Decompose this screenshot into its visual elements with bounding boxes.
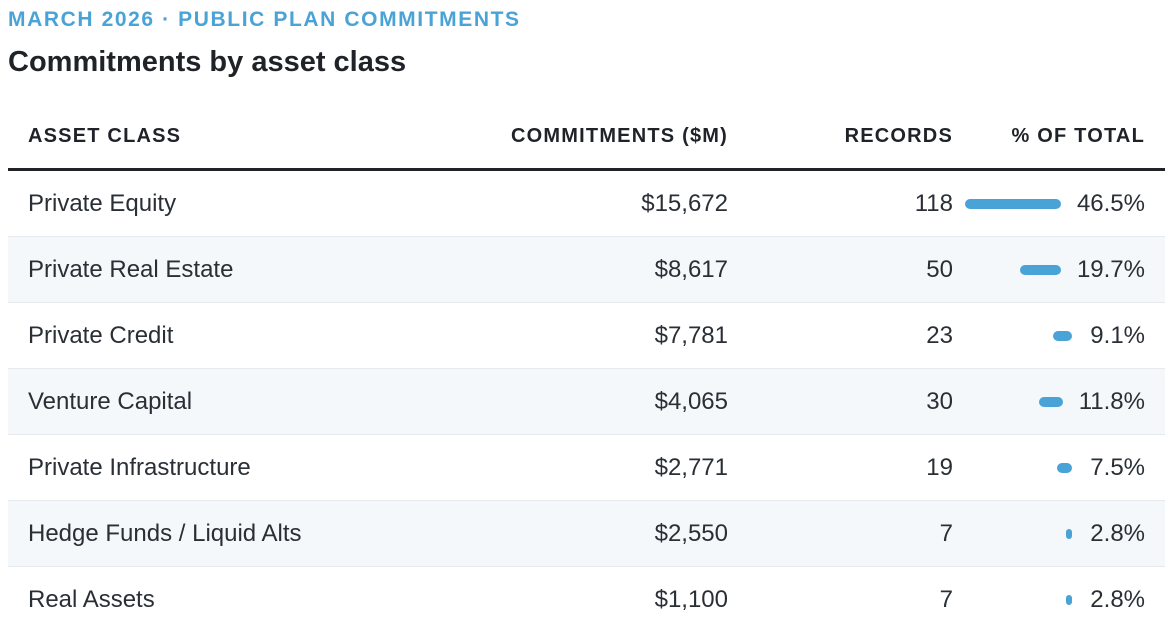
cell-commitments: $1,100: [408, 566, 748, 632]
percent-cell-content: 2.8%: [993, 586, 1145, 614]
cell-asset-class: Hedge Funds / Liquid Alts: [8, 500, 408, 567]
cell-percent-of-total: 46.5%: [964, 169, 1165, 237]
column-header-percent-of-total[interactable]: % OF TOTAL: [973, 104, 1165, 171]
cell-asset-class: Real Assets: [8, 566, 408, 632]
table-body: Private Equity $15,672 118 46.5% Private Rea…: [8, 169, 1165, 632]
column-header-records[interactable]: RECORDS: [748, 104, 973, 171]
table-row[interactable]: Venture Capital $4,065 30 11.8%: [8, 368, 1165, 435]
cell-records: 7: [748, 500, 973, 567]
cell-commitments: $2,771: [408, 434, 748, 501]
table-row[interactable]: Private Infrastructure $2,771 19 7.5%: [8, 434, 1165, 501]
cell-records: 23: [748, 302, 973, 369]
cell-commitments: $4,065: [408, 368, 748, 435]
table-row[interactable]: Private Equity $15,672 118 46.5%: [8, 169, 1165, 237]
share-bar-track: [993, 396, 1063, 407]
cell-commitments: $15,672: [408, 169, 748, 237]
cell-percent-of-total: 19.7%: [973, 236, 1165, 303]
percent-label: 2.8%: [1090, 519, 1145, 547]
commitments-table-container: ASSET CLASS COMMITMENTS ($M) RECORDS % O…: [8, 104, 1165, 632]
cell-records: 7: [748, 566, 973, 632]
column-header-asset-class[interactable]: ASSET CLASS: [8, 104, 408, 171]
percent-cell-content: 7.5%: [993, 454, 1145, 482]
cell-commitments: $2,550: [408, 500, 748, 567]
cell-percent-of-total: 11.8%: [973, 368, 1165, 435]
cell-percent-of-total: 2.8%: [973, 500, 1165, 567]
table-header: ASSET CLASS COMMITMENTS ($M) RECORDS % O…: [8, 104, 1165, 171]
share-bar: [964, 198, 1061, 209]
table-row[interactable]: Private Credit $7,781 23 9.1%: [8, 302, 1165, 369]
share-bar-track: [993, 462, 1072, 473]
percent-cell-content: 19.7%: [993, 256, 1145, 284]
cell-records: 50: [748, 236, 973, 303]
cell-asset-class: Private Equity: [8, 169, 408, 237]
cell-records: 19: [748, 434, 973, 501]
share-bar-track: [993, 264, 1061, 275]
share-bar-track: [964, 198, 1061, 209]
cell-percent-of-total: 9.1%: [973, 302, 1165, 369]
share-bar: [1065, 528, 1072, 539]
share-bar-track: [993, 594, 1072, 605]
report-eyebrow: MARCH 2026 · PUBLIC PLAN COMMITMENTS: [8, 8, 521, 31]
share-bar: [1038, 396, 1063, 407]
percent-cell-content: 46.5%: [964, 189, 1145, 218]
percent-label: 7.5%: [1090, 453, 1145, 481]
commitments-table: ASSET CLASS COMMITMENTS ($M) RECORDS % O…: [8, 104, 1165, 632]
share-bar: [1065, 594, 1072, 605]
percent-label: 46.5%: [1076, 189, 1145, 217]
header-row: ASSET CLASS COMMITMENTS ($M) RECORDS % O…: [8, 104, 1165, 171]
percent-label: 9.1%: [1090, 321, 1145, 349]
cell-records: 118: [748, 169, 973, 237]
share-bar: [1056, 462, 1072, 473]
table-row[interactable]: Real Assets $1,100 7 2.8%: [8, 566, 1165, 632]
share-bar: [1052, 330, 1072, 341]
cell-percent-of-total: 7.5%: [973, 434, 1165, 501]
percent-label: 19.7%: [1076, 255, 1145, 283]
percent-cell-content: 11.8%: [993, 388, 1145, 416]
table-row[interactable]: Private Real Estate $8,617 50 19.7%: [8, 236, 1165, 303]
share-bar-track: [993, 528, 1072, 539]
share-bar: [1019, 264, 1061, 275]
page-title: Commitments by asset class: [8, 46, 407, 78]
table-row[interactable]: Hedge Funds / Liquid Alts $2,550 7 2.8%: [8, 500, 1165, 567]
cell-commitments: $8,617: [408, 236, 748, 303]
percent-cell-content: 9.1%: [993, 322, 1145, 350]
cell-asset-class: Private Infrastructure: [8, 434, 408, 501]
cell-asset-class: Venture Capital: [8, 368, 408, 435]
cell-asset-class: Private Real Estate: [8, 236, 408, 303]
cell-percent-of-total: 2.8%: [973, 566, 1165, 632]
column-header-commitments[interactable]: COMMITMENTS ($M): [408, 104, 748, 171]
percent-label: 2.8%: [1090, 585, 1145, 613]
share-bar-track: [993, 330, 1072, 341]
percent-label: 11.8%: [1078, 387, 1145, 415]
cell-records: 30: [748, 368, 973, 435]
cell-asset-class: Private Credit: [8, 302, 408, 369]
percent-cell-content: 2.8%: [993, 520, 1145, 548]
cell-commitments: $7,781: [408, 302, 748, 369]
